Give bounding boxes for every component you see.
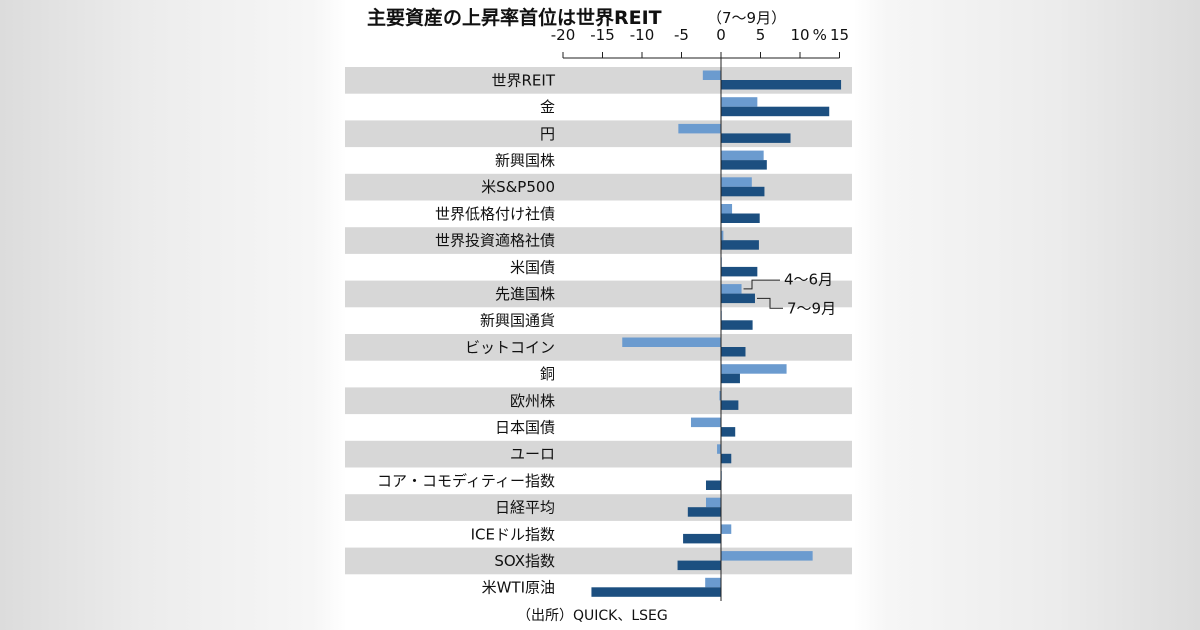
bar-jul-sep bbox=[721, 186, 765, 197]
category-label: 日経平均 bbox=[495, 499, 555, 517]
x-tick-label: -5 bbox=[674, 26, 689, 44]
category-label: 新興国株 bbox=[495, 151, 555, 169]
category-label: ユーロ bbox=[510, 445, 555, 463]
bar-jul-sep bbox=[721, 240, 759, 250]
bar-jul-sep bbox=[721, 266, 758, 277]
category-label: 銅 bbox=[540, 365, 555, 383]
bar-jul-sep bbox=[721, 293, 755, 304]
bar-jul-sep bbox=[721, 213, 760, 223]
bar-jul-sep bbox=[721, 160, 767, 170]
bar-apr-jun bbox=[721, 177, 752, 187]
bar-apr-jun bbox=[721, 230, 724, 241]
category-label: SOX指数 bbox=[494, 552, 555, 570]
row-band bbox=[345, 227, 852, 254]
legend-leader-apr-jun bbox=[743, 279, 780, 290]
category-label: 米S&P500 bbox=[481, 178, 555, 196]
bar-jul-sep bbox=[687, 507, 721, 517]
bar-apr-jun bbox=[702, 70, 721, 80]
bar-apr-jun bbox=[705, 497, 721, 508]
bar-jul-sep bbox=[677, 560, 721, 571]
row-band bbox=[345, 387, 852, 415]
x-tick-label: 10 bbox=[790, 26, 809, 44]
category-label: 日本国債 bbox=[495, 418, 555, 436]
bar-jul-sep bbox=[721, 373, 740, 384]
bar-apr-jun bbox=[721, 284, 742, 294]
legend-leader-jul-sep bbox=[756, 297, 783, 309]
legend-label-apr-jun: 4～6月 bbox=[784, 271, 833, 289]
category-label: ビットコイン bbox=[465, 338, 555, 356]
category-label: 世界低格付け社債 bbox=[435, 205, 555, 223]
bar-apr-jun bbox=[721, 524, 732, 534]
bar-apr-jun bbox=[717, 444, 721, 454]
row-band bbox=[345, 280, 852, 308]
bar-jul-sep bbox=[721, 320, 753, 330]
legend-label-jul-sep: 7～9月 bbox=[787, 299, 836, 317]
category-label: 世界投資適格社債 bbox=[435, 232, 555, 250]
x-tick-label: 0 bbox=[716, 26, 726, 44]
x-tick-label: 15 bbox=[830, 26, 849, 44]
bar-apr-jun bbox=[721, 97, 758, 107]
bar-apr-jun bbox=[721, 364, 787, 374]
bar-apr-jun bbox=[721, 204, 733, 214]
category-label: ICEドル指数 bbox=[471, 525, 555, 543]
bar-chart: 主要資産の上昇率首位は世界REIT （7～9月） -20 -15 -10 -5 0 5 10… bbox=[345, 6, 852, 624]
bar-jul-sep bbox=[721, 400, 739, 410]
bar-apr-jun bbox=[690, 417, 721, 428]
category-label: 世界REIT bbox=[492, 71, 556, 89]
bar-jul-sep bbox=[721, 133, 791, 143]
bar-jul-sep bbox=[591, 587, 721, 597]
chart-title: 主要資産の上昇率首位は世界REIT bbox=[367, 6, 662, 29]
bar-jul-sep bbox=[721, 80, 842, 90]
bar-apr-jun bbox=[622, 337, 721, 347]
x-tick-label: -20 bbox=[551, 26, 576, 44]
category-label: 米国債 bbox=[510, 258, 555, 276]
bar-jul-sep bbox=[721, 106, 830, 117]
bar-jul-sep bbox=[683, 533, 721, 544]
bar-jul-sep bbox=[721, 427, 736, 437]
x-tick-label: 5 bbox=[756, 26, 766, 44]
bar-apr-jun bbox=[678, 123, 721, 134]
bar-apr-jun bbox=[719, 390, 721, 401]
x-tick-label: -15 bbox=[590, 26, 615, 44]
category-label: 欧州株 bbox=[510, 392, 555, 410]
bar-jul-sep bbox=[721, 347, 746, 357]
category-label: コア・コモディティー指数 bbox=[377, 472, 555, 490]
bar-apr-jun bbox=[721, 551, 813, 561]
bar-jul-sep bbox=[721, 453, 732, 464]
unit-label: % bbox=[813, 26, 827, 44]
category-label: 金 bbox=[540, 98, 555, 116]
row-band bbox=[345, 173, 852, 201]
chart-subtitle: （7～9月） bbox=[707, 9, 786, 27]
row-band bbox=[345, 334, 852, 361]
row-band bbox=[345, 440, 852, 468]
row-band bbox=[345, 494, 852, 521]
bar-jul-sep bbox=[705, 480, 721, 490]
bar-apr-jun bbox=[721, 150, 764, 161]
bar-apr-jun bbox=[705, 577, 721, 588]
category-label: 新興国通貨 bbox=[480, 312, 555, 330]
category-label: 円 bbox=[540, 125, 555, 143]
category-label: 米WTI原油 bbox=[482, 579, 555, 597]
category-label: 先進国株 bbox=[495, 285, 555, 303]
source-note: （出所）QUICK、LSEG bbox=[517, 608, 668, 624]
chart-panel: 主要資産の上昇率首位は世界REIT （7～9月） -20 -15 -10 -5 0 5 10… bbox=[345, 0, 855, 630]
x-tick-label: -10 bbox=[630, 26, 655, 44]
